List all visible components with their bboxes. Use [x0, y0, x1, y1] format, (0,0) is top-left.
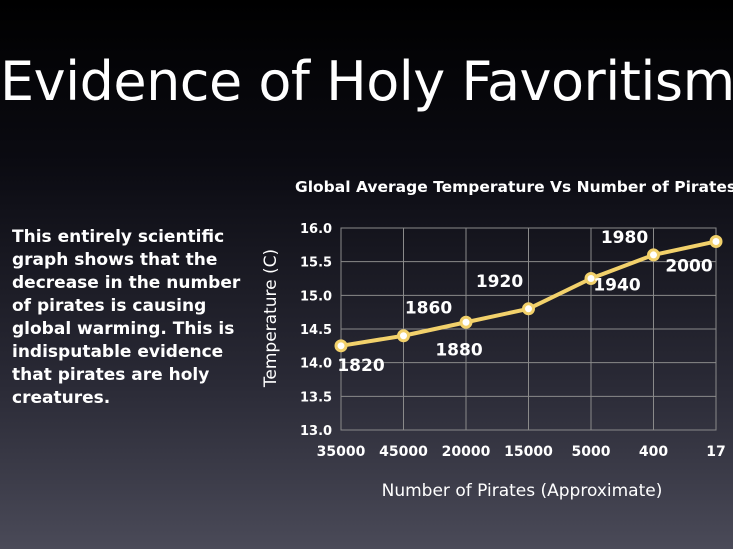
- plot-frame: [340, 227, 717, 431]
- slide-title: Evidence of Holy Favoritism:: [0, 50, 733, 113]
- x-tick-label: 5000: [572, 444, 611, 460]
- x-tick-label: 45000: [379, 444, 428, 460]
- y-axis-label: Temperature (C): [261, 249, 281, 388]
- data-point: [397, 329, 410, 343]
- data-point: [709, 234, 723, 248]
- x-tick-label: 15000: [504, 444, 553, 460]
- data-point: [584, 272, 598, 285]
- chart-title: Global Average Temperature Vs Number of …: [295, 178, 733, 196]
- data-label: 1920: [476, 272, 523, 292]
- data-label: 1860: [405, 299, 452, 319]
- y-tick-label: 14.5: [300, 323, 332, 338]
- y-tick-label: 13.0: [300, 424, 332, 439]
- y-tick-label: 15.5: [300, 256, 332, 271]
- data-point: [459, 315, 473, 329]
- y-tick-label: 16.0: [300, 222, 332, 237]
- x-tick-label: 17: [706, 444, 725, 460]
- body-text: This entirely scientific graph shows tha…: [12, 227, 241, 408]
- data-label: 1820: [337, 356, 384, 376]
- x-tick-label: 35000: [317, 444, 366, 460]
- x-axis-label: Number of Pirates (Approximate): [382, 481, 663, 501]
- data-point: [334, 339, 348, 353]
- data-point: [522, 302, 535, 316]
- x-tick-label: 400: [639, 444, 668, 460]
- data-label: 2000: [665, 256, 712, 276]
- data-label: 1940: [593, 276, 640, 296]
- y-tick-label: 13.5: [300, 390, 332, 405]
- data-point: [647, 248, 660, 262]
- y-tick-label: 15.0: [300, 289, 332, 304]
- data-label: 1980: [601, 228, 648, 248]
- y-tick-label: 14.0: [300, 357, 332, 372]
- x-tick-label: 20000: [442, 444, 491, 460]
- data-label: 1880: [435, 340, 482, 360]
